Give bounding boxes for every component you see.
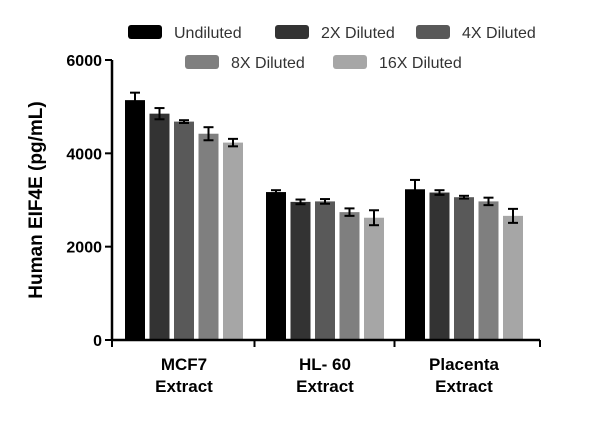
error-bars [130,91,518,227]
bar-3-series-2 [429,192,450,340]
legend-swatch [416,25,450,39]
y-tick-label: 2000 [66,240,102,257]
legend-swatch [333,55,367,69]
bar-2-series-5 [364,217,384,340]
error-bar-2-series-1 [271,189,281,195]
error-bar-1-series-4 [203,126,214,142]
x-category-label-3: Placenta Extract [429,355,499,396]
bar-1-series-5 [223,142,243,340]
x-category-label-2: HL- 60 Extract [296,355,354,396]
error-bar-3-series-2 [434,189,445,196]
legend-label: Undiluted [174,25,242,42]
error-bar-2-series-5 [369,209,379,227]
error-bar-3-series-5 [508,207,518,224]
bar-3-series-1 [405,189,425,340]
bar-2-series-3 [315,201,335,340]
legend-label: 16X Diluted [379,55,462,72]
x-category-label-1: MCF7 Extract [155,355,213,396]
error-bar-1-series-3 [179,119,189,124]
legend-item-2: 2X Diluted [275,25,395,42]
bar-3-series-5 [503,215,523,340]
error-bar-1-series-1 [130,91,140,109]
y-tick-label: 6000 [66,53,102,70]
legend-label: 2X Diluted [321,25,395,42]
legend-swatch [185,55,219,69]
bar-1-series-1 [125,100,145,340]
error-bar-1-series-5 [228,137,238,148]
legend-label: 8X Diluted [231,55,305,72]
error-bar-3-series-4 [483,196,494,207]
error-bar-3-series-3 [459,194,469,200]
bar-3-series-3 [454,197,474,340]
bar-2-series-4 [339,212,360,340]
bar-1-series-2 [149,113,170,341]
y-tick-label: 4000 [66,146,102,163]
legend-label: 4X Diluted [462,25,536,42]
legend-item-1: Undiluted [128,25,242,42]
bar-1-series-3 [174,121,194,340]
axes [110,60,541,347]
bars [125,100,523,341]
error-bar-3-series-1 [410,178,420,200]
bar-2-series-1 [266,192,286,340]
legend-swatch [128,25,162,39]
legend-item-3: 4X Diluted [416,25,536,42]
error-bar-2-series-4 [344,207,355,217]
bar-1-series-4 [198,133,219,340]
legend: Undiluted 2X Diluted 4X Diluted 8X Diluted 1… [128,25,536,72]
error-bar-2-series-3 [320,198,330,205]
error-bar-2-series-2 [295,198,306,206]
error-bar-1-series-2 [154,107,165,121]
legend-item-4: 8X Diluted [185,55,305,72]
y-axis-title: Human EIF4E (pg/mL) [26,101,47,298]
y-tick-label: 0 [93,333,102,350]
y-ticks: 0 2000 4000 6000 [66,53,112,350]
bar-2-series-2 [290,201,311,340]
legend-swatch [275,25,309,39]
bar-3-series-4 [478,201,499,340]
legend-item-5: 16X Diluted [333,55,462,72]
x-category-labels: MCF7 Extract HL- 60 Extract Placenta Extract [155,355,499,396]
